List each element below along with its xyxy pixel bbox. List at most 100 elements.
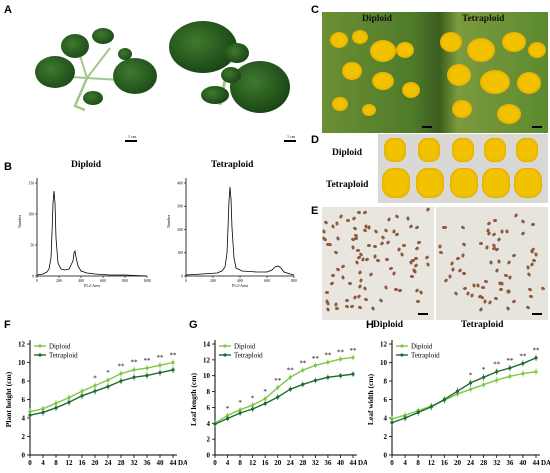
stomata-cell: [334, 221, 339, 226]
stomata-cell: [384, 257, 389, 262]
stomata-cell: [330, 273, 336, 278]
leaf-length-point-diploid: [276, 386, 280, 390]
plant-height-point-tetraploid: [106, 384, 110, 389]
stomata-cell: [335, 235, 340, 241]
leaf-width-point-diploid: [495, 378, 499, 382]
histogram-title-tetraploid: Tetraploid: [211, 160, 254, 170]
histogram-tetraploid-xtick-label: 800: [291, 279, 297, 283]
histogram-tetraploid-ytick-label: 0: [181, 274, 183, 278]
stomata-cell: [384, 228, 389, 233]
leaf-width-xtick-label: 36: [506, 459, 514, 467]
leaf-length-legend-label-tetraploid: Tetraploid: [234, 352, 263, 360]
plant-height-xtick-label: 36: [144, 459, 152, 467]
stomata-cell: [352, 226, 358, 231]
leaf-length-legend-marker: [223, 353, 227, 357]
plant-height-point-tetraploid: [119, 379, 123, 383]
leaf-length-xtick-label: 8: [238, 459, 242, 467]
leaf-length-xtick-label: 20: [274, 459, 282, 467]
plant-height-point-tetraploid: [171, 368, 175, 372]
chart-h-label-diploid: Diploid: [373, 320, 404, 330]
histogram-tetraploid-ytick-label: 200: [177, 228, 183, 232]
leaf-length-point-diploid: [251, 403, 255, 407]
plant-height-point-tetraploid: [132, 375, 136, 379]
plant-height-line-tetraploid: [29, 369, 174, 416]
line-chart-leaf-length: 02468101214048121620242832364044DAPLeaf …: [189, 340, 367, 467]
plant-height-xtick-label: 8: [54, 459, 58, 467]
stomata-cell: [425, 261, 430, 267]
plant-height-point-tetraploid: [28, 413, 32, 417]
leaf-length-ytick-label: 10: [203, 372, 211, 380]
stomata-cell: [489, 260, 493, 266]
leaf-width-point-tetraploid: [482, 375, 486, 379]
stomata-cell: [379, 240, 385, 246]
leaf-length-significance-mark: *: [238, 399, 242, 407]
leaf-length-ytick-label: 14: [203, 341, 211, 349]
leaf-width-significance-mark: **: [533, 347, 541, 355]
stomata-cell: [412, 269, 417, 275]
stomata-cell: [344, 298, 350, 302]
histogram-diploid-xtick-label: 0: [36, 279, 38, 283]
plant-height-point-diploid: [158, 363, 162, 367]
leaf-width-significance-mark: *: [482, 366, 486, 374]
leaf-width-xlabel: DAP: [541, 459, 550, 467]
plant-height-point-diploid: [80, 389, 84, 393]
stomata-cell: [500, 229, 504, 234]
leaf-length-xtick-label: 12: [249, 459, 257, 467]
histogram-diploid-xtick-label: 400: [78, 279, 84, 283]
stomata-cell: [461, 271, 467, 276]
histogram-tetraploid-ylabel: Number: [166, 214, 171, 228]
stomata-cell: [340, 264, 346, 270]
histogram-title-diploid: Diploid: [71, 160, 102, 170]
plant-height-xtick-label: 4: [41, 459, 45, 467]
stomata-cell: [326, 306, 331, 312]
stomata-cell: [503, 273, 508, 278]
leaf-width-xtick-label: 28: [480, 459, 488, 467]
plant-height-legend-marker: [38, 353, 42, 357]
stomata-cell: [469, 292, 474, 298]
flower-label-diploid: Diploid: [362, 14, 393, 24]
leaf-width-ytick-label: 2: [384, 433, 388, 441]
leaf-length-xlabel: DAP: [358, 459, 367, 467]
stomata-cell: [506, 289, 510, 294]
stomata-cell: [386, 216, 391, 222]
plant-height-significance-mark: **: [157, 354, 165, 362]
leaf-width-ytick-label: 6: [384, 396, 388, 404]
plant-height-ytick-label: 4: [22, 415, 26, 423]
stomata-cell: [334, 306, 339, 310]
leaf-photo-diploid: [35, 28, 157, 112]
stomata-cell: [529, 262, 535, 268]
stomata-cell: [525, 265, 530, 270]
stomata-cell: [341, 275, 346, 280]
leaf-length-xtick-label: 4: [226, 459, 230, 467]
plant-height-xtick-label: 20: [92, 459, 100, 467]
stomata-cell: [331, 223, 336, 229]
panel-letter-a: A: [4, 4, 12, 16]
leaf-width-significance-mark: **: [506, 357, 514, 365]
leaf-length-point-tetraploid: [313, 378, 317, 383]
stomata-cell: [324, 290, 329, 295]
stomata-cell: [356, 294, 362, 300]
plant-height-ytick-label: 12: [18, 341, 26, 349]
stomata-cell: [351, 216, 357, 222]
stomata-cell: [424, 255, 430, 261]
stomata-cell: [540, 286, 546, 292]
stomata-cell: [325, 299, 329, 304]
leaf-length-point-diploid: [351, 355, 355, 360]
plant-height-point-diploid: [41, 407, 45, 411]
plant-height-point-diploid: [171, 360, 175, 365]
leaf-length-significance-mark: *: [251, 394, 255, 402]
stomata-cell: [491, 232, 497, 237]
leaf-length-point-tetraploid: [326, 375, 330, 379]
stomata-cell: [396, 246, 402, 252]
stomata-cell: [511, 299, 517, 304]
leaf-width-xtick-label: 4: [403, 459, 407, 467]
plant-height-point-tetraploid: [41, 410, 45, 415]
stomata-cell: [366, 225, 371, 230]
stomata-cell: [506, 260, 512, 266]
plant-height-point-tetraploid: [80, 394, 84, 398]
leaf-width-point-tetraploid: [495, 370, 499, 374]
plant-height-xlabel: DAP: [178, 459, 187, 467]
leaf-width-point-tetraploid: [442, 397, 446, 402]
stomata-cell: [530, 222, 535, 227]
leaf-length-xtick-label: 24: [287, 459, 295, 467]
